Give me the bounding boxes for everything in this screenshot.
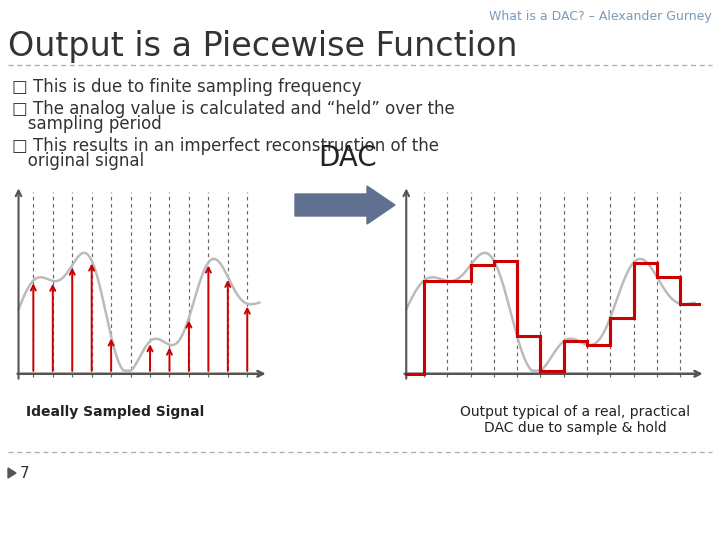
Text: Ideally Sampled Signal: Ideally Sampled Signal [26, 405, 204, 419]
Text: Output typical of a real, practical
DAC due to sample & hold: Output typical of a real, practical DAC … [460, 405, 690, 435]
Text: Output is a Piecewise Function: Output is a Piecewise Function [8, 30, 518, 63]
Text: □ This is due to finite sampling frequency: □ This is due to finite sampling frequen… [12, 78, 361, 96]
Text: □ This results in an imperfect reconstruction of the: □ This results in an imperfect reconstru… [12, 137, 439, 155]
Text: 7: 7 [20, 465, 30, 481]
Text: □ The analog value is calculated and “held” over the: □ The analog value is calculated and “he… [12, 100, 455, 118]
Text: What is a DAC? – Alexander Gurney: What is a DAC? – Alexander Gurney [490, 10, 712, 23]
FancyArrow shape [295, 186, 395, 224]
Text: original signal: original signal [12, 152, 144, 170]
Polygon shape [8, 468, 16, 478]
Text: DAC: DAC [319, 144, 377, 172]
Text: sampling period: sampling period [12, 115, 162, 133]
